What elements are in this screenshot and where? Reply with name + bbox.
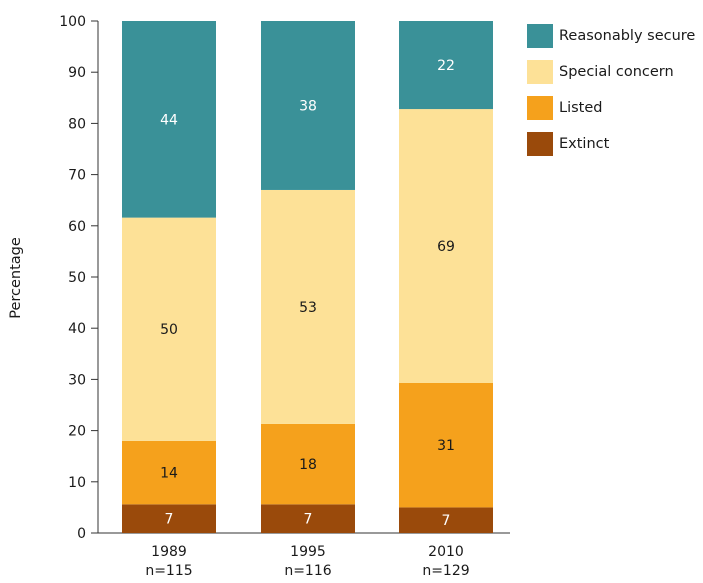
legend: Reasonably secure Special concern Listed Ex… xyxy=(527,24,695,168)
bar-value-label: 14 xyxy=(160,466,178,482)
x-category-n: n=116 xyxy=(284,563,331,579)
x-category-year: 1995 xyxy=(290,544,326,560)
bar-segment-special-concern xyxy=(261,189,355,424)
bar-value-label: 38 xyxy=(299,98,317,114)
legend-item-extinct: Extinct xyxy=(527,132,695,156)
legend-label: Special concern xyxy=(559,64,674,80)
bar-value-label: 18 xyxy=(299,457,317,473)
y-tick-label: 40 xyxy=(68,321,86,337)
legend-item-listed: Listed xyxy=(527,96,695,120)
bar-segment-special-concern xyxy=(399,109,493,383)
legend-label: Extinct xyxy=(559,136,610,152)
legend-label: Reasonably secure xyxy=(559,28,696,44)
legend-item-reasonably-secure: Reasonably secure xyxy=(527,24,695,48)
bar-segment-extinct xyxy=(261,504,355,533)
bar-segment-extinct xyxy=(122,504,216,533)
legend-item-special-concern: Special concern xyxy=(527,60,695,84)
y-tick-label: 80 xyxy=(68,116,86,132)
bar-value-label: 50 xyxy=(160,322,178,338)
bar-value-label: 7 xyxy=(304,512,313,528)
bar-value-label: 7 xyxy=(165,512,174,528)
bar-segment-listed xyxy=(261,423,355,505)
bar-value-label: 31 xyxy=(437,438,455,454)
bar-value-label: 44 xyxy=(160,112,178,128)
y-tick-label: 100 xyxy=(59,14,86,30)
x-category-year: 1989 xyxy=(151,544,187,560)
legend-swatch xyxy=(527,60,553,84)
bar-segment-special-concern xyxy=(122,217,216,441)
bar-segment-reasonably-secure xyxy=(122,21,216,218)
bar-segment-reasonably-secure xyxy=(261,21,355,190)
y-tick-label: 0 xyxy=(77,526,86,542)
bar-value-label: 22 xyxy=(437,58,455,74)
legend-label: Listed xyxy=(559,100,603,116)
x-category-n: n=115 xyxy=(145,563,192,579)
bar-value-label: 53 xyxy=(299,300,317,316)
bar-segment-listed xyxy=(399,382,493,508)
legend-swatch xyxy=(527,132,553,156)
y-tick-label: 90 xyxy=(68,65,86,81)
x-category-n: n=129 xyxy=(422,563,469,579)
y-axis-title: Percentage xyxy=(8,237,24,319)
bar-segment-reasonably-secure xyxy=(399,21,493,110)
y-tick-label: 50 xyxy=(68,270,86,286)
y-tick-label: 10 xyxy=(68,475,86,491)
legend-swatch xyxy=(527,24,553,48)
y-tick-label: 60 xyxy=(68,219,86,235)
legend-swatch xyxy=(527,96,553,120)
axes: 0 10 20 30 40 50 60 70 80 90 100 xyxy=(59,14,510,542)
bar-labels: 7 14 50 44 7 18 53 38 7 31 69 22 xyxy=(160,58,455,529)
bar-segment-extinct xyxy=(399,507,493,533)
y-tick-label: 70 xyxy=(68,168,86,184)
x-axis-labels: 1989 n=115 1995 n=116 2010 n=129 xyxy=(145,544,469,579)
bar-value-label: 7 xyxy=(442,513,451,529)
y-tick-label: 20 xyxy=(68,424,86,440)
x-category-year: 2010 xyxy=(428,544,464,560)
bars xyxy=(122,21,493,533)
y-tick-label: 30 xyxy=(68,372,86,388)
bar-segment-listed xyxy=(122,440,216,505)
bar-value-label: 69 xyxy=(437,239,455,255)
